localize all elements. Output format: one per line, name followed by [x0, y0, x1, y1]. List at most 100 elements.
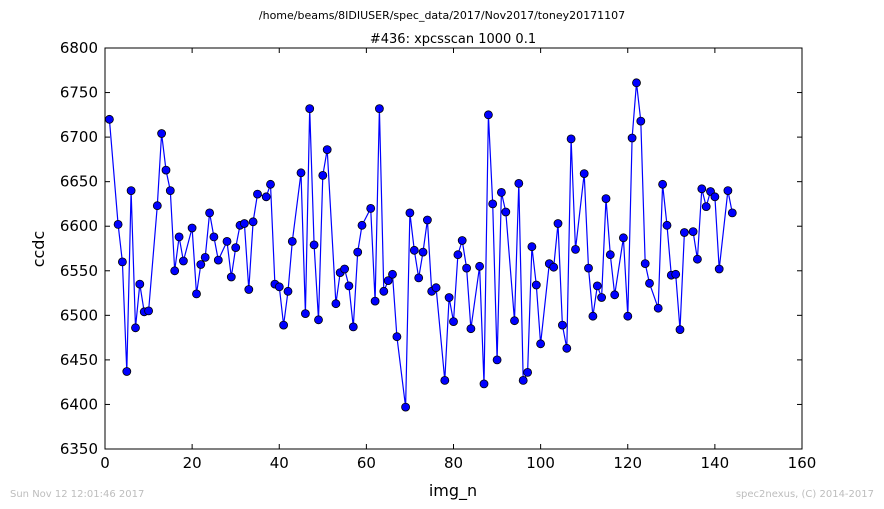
data-point — [353, 247, 363, 257]
data-point — [383, 276, 393, 286]
data-point — [135, 279, 145, 289]
y-tick-label: 6500 — [60, 306, 98, 324]
footer-timestamp: Sun Nov 12 12:01:46 2017 — [10, 489, 145, 500]
footer-credit: spec2nexus, (C) 2014-2017 — [735, 489, 874, 500]
data-point — [592, 281, 602, 291]
data-point — [584, 263, 593, 273]
data-point — [192, 289, 201, 299]
data-point — [444, 293, 454, 302]
data-point — [714, 264, 724, 274]
data-point — [266, 179, 275, 189]
data-point — [531, 280, 541, 290]
x-axis-label: img_n — [429, 481, 477, 501]
data-point — [200, 252, 210, 262]
data-point — [152, 201, 162, 211]
data-point — [562, 343, 572, 353]
data-point — [405, 208, 415, 218]
data-point — [422, 215, 432, 225]
data-point — [501, 207, 511, 217]
data-point — [697, 184, 707, 194]
data-point — [170, 266, 180, 276]
data-point — [314, 315, 323, 325]
data-point — [462, 263, 472, 273]
data-point — [244, 285, 254, 294]
y-tick-label: 6700 — [60, 128, 98, 146]
data-point — [414, 273, 424, 283]
data-point — [261, 192, 271, 202]
data-point — [305, 104, 315, 113]
x-tick-label: 40 — [270, 454, 289, 472]
y-tick-label: 6400 — [60, 395, 98, 413]
data-point — [357, 220, 367, 230]
data-point — [671, 269, 681, 279]
data-point — [144, 306, 154, 316]
axes: 0 20 40 60 80 100 120 140 160 6350 6400 6450 6500 655… — [60, 39, 817, 472]
data-point — [619, 233, 628, 243]
data-point — [710, 192, 720, 202]
y-tick-label: 6550 — [60, 262, 98, 280]
data-point — [723, 186, 733, 196]
data-point — [274, 282, 284, 292]
data-point — [632, 78, 641, 88]
data-point — [571, 244, 580, 254]
data-point — [379, 286, 389, 296]
data-point — [640, 259, 650, 269]
data-point — [727, 208, 737, 218]
data-point — [623, 311, 633, 321]
x-tick-label: 80 — [444, 454, 463, 472]
data-point — [597, 293, 606, 302]
data-point — [105, 114, 114, 124]
data-point — [309, 240, 319, 250]
data-point — [675, 325, 685, 335]
data-point — [131, 323, 140, 333]
data-point — [370, 296, 380, 306]
x-tick-label: 100 — [526, 454, 555, 472]
data-point — [118, 257, 127, 267]
data-point — [392, 332, 402, 342]
x-tick-label: 160 — [788, 454, 817, 472]
data-point — [418, 247, 428, 257]
x-tick-label: 0 — [100, 454, 110, 472]
y-tick-label: 6650 — [60, 173, 98, 191]
data-point — [553, 219, 563, 228]
data-point — [658, 179, 667, 189]
data-point — [466, 324, 476, 334]
data-point — [440, 375, 450, 385]
data-point — [348, 322, 358, 332]
data-point — [388, 269, 397, 279]
data-point — [601, 194, 611, 204]
data-point — [693, 254, 702, 264]
y-tick-label: 6800 — [60, 39, 98, 57]
data-point — [479, 379, 489, 389]
data-point — [374, 104, 384, 113]
data-point — [488, 199, 498, 209]
x-tick-label: 60 — [357, 454, 376, 472]
data-point — [588, 311, 598, 321]
data-point — [322, 145, 332, 155]
data-point — [514, 178, 524, 188]
x-tick-label: 20 — [183, 454, 202, 472]
data-point — [579, 169, 589, 179]
data-point — [401, 402, 411, 412]
data-point — [549, 262, 559, 272]
data-point — [492, 355, 502, 365]
data-point — [161, 165, 171, 175]
data-point — [174, 232, 184, 242]
data-point — [209, 232, 219, 242]
y-tick-label: 6350 — [60, 440, 98, 458]
data-point — [558, 320, 567, 330]
data-point — [126, 186, 136, 196]
data-point — [226, 272, 236, 282]
data-point — [527, 242, 537, 252]
data-point — [178, 256, 188, 266]
data-point — [187, 223, 197, 233]
data-point — [165, 186, 175, 196]
x-tick-label: 120 — [613, 454, 642, 472]
y-tick-label: 6750 — [60, 84, 98, 102]
data-point — [279, 320, 289, 330]
data-point — [605, 250, 615, 260]
plot-frame — [104, 47, 803, 450]
data-point — [205, 208, 215, 218]
data-point — [283, 286, 293, 296]
